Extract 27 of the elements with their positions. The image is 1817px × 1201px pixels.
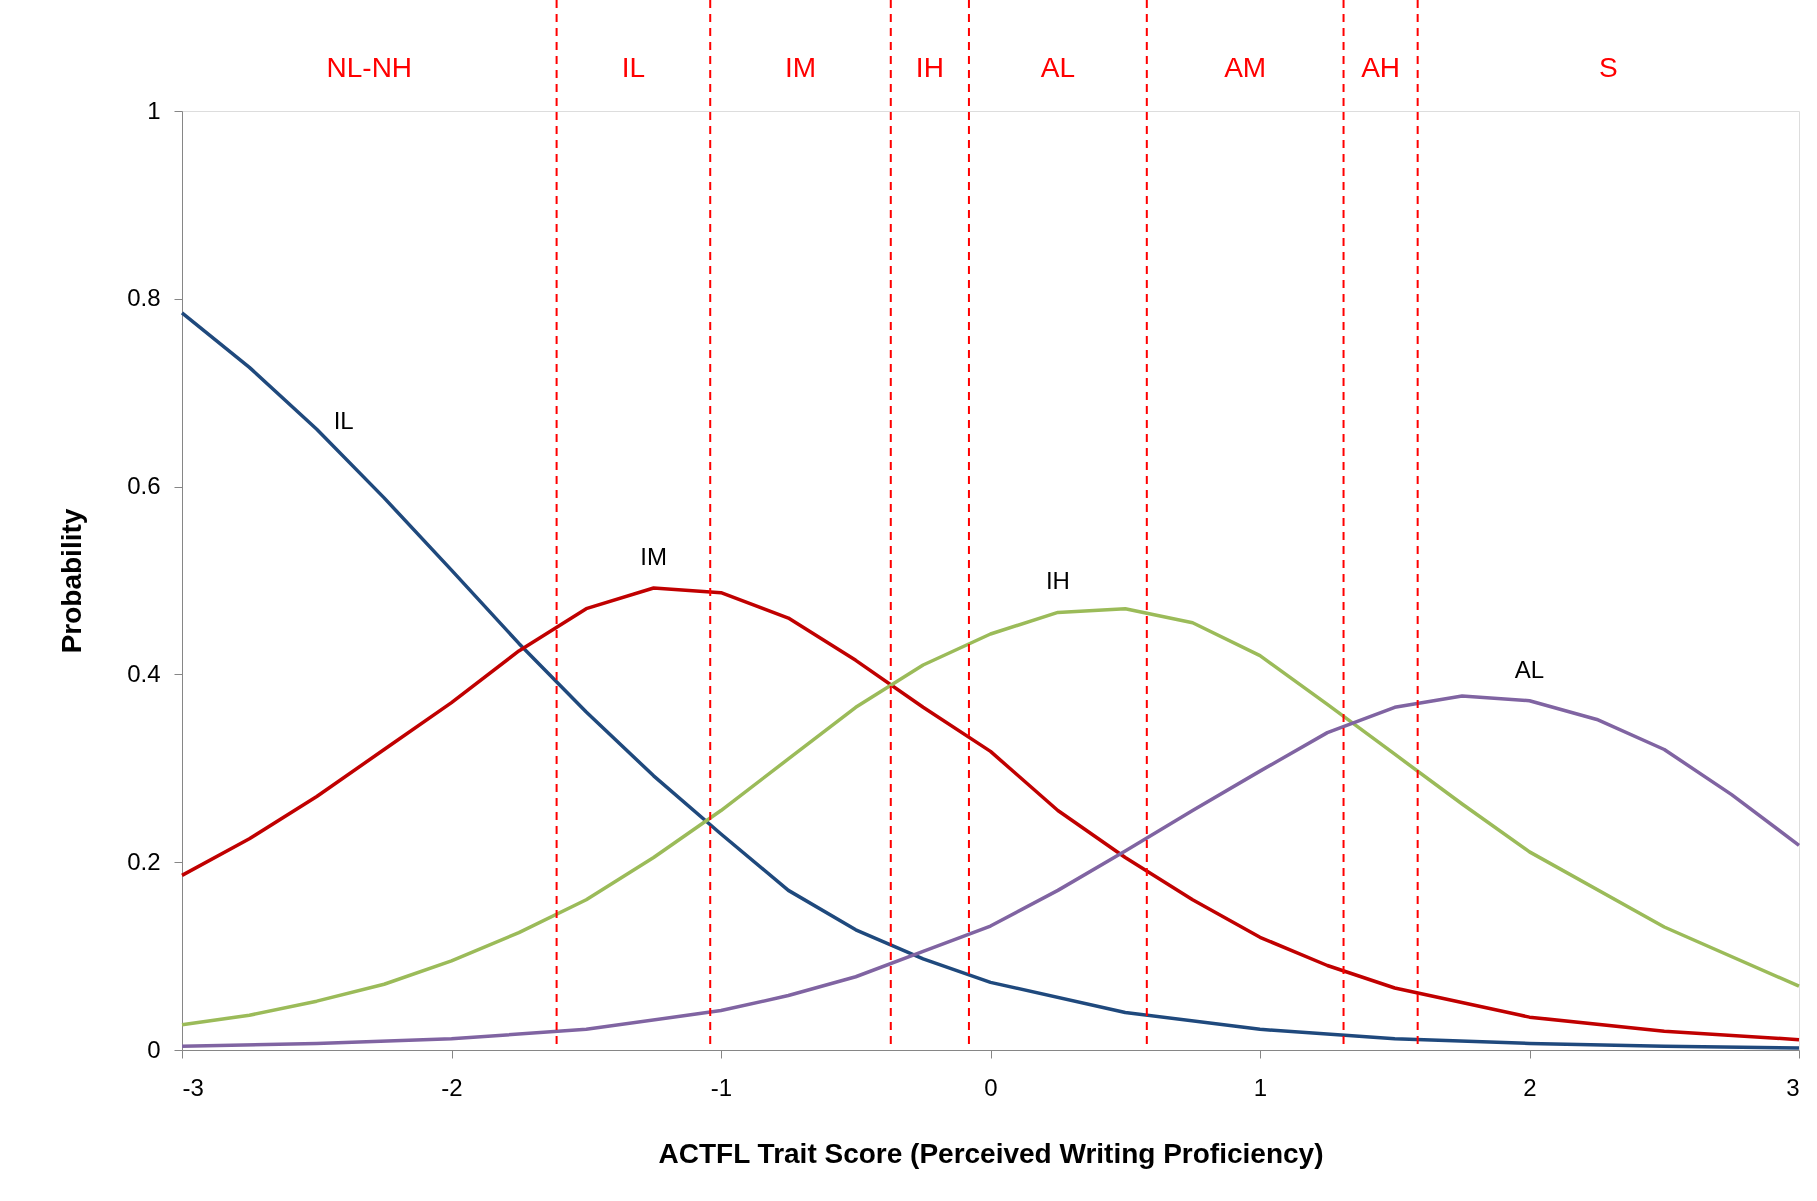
text: S	[1598, 52, 1618, 83]
x-tick-label: 3	[1786, 1073, 1800, 1101]
y-tick-label: 0.6	[127, 472, 161, 500]
y-tick-label: 0	[147, 1035, 161, 1063]
y-tick-label: 0.8	[127, 284, 161, 312]
annotation: AL	[1514, 655, 1545, 683]
text: IL	[621, 52, 646, 83]
x-tick-label: 2	[1523, 1073, 1537, 1101]
text: IH	[915, 52, 944, 83]
y-tick-label: 0.4	[127, 659, 161, 687]
y-tick-label: 1	[147, 96, 161, 124]
y-axis-title: Probability	[56, 508, 88, 654]
text: AH	[1361, 52, 1401, 83]
text: AM	[1224, 52, 1267, 83]
x-tick-label: -3	[182, 1073, 204, 1101]
annotation: IL	[333, 406, 354, 434]
annotation: IM	[640, 543, 667, 571]
x-tick-label: 0	[984, 1073, 998, 1101]
annotation: IH	[1045, 567, 1070, 595]
text: NL-NH	[326, 52, 413, 83]
x-tick-label: -2	[441, 1073, 463, 1101]
x-tick-label: 1	[1253, 1073, 1268, 1101]
x-axis-title: ACTFL Trait Score (Perceived Writing Proficiency)	[658, 1137, 1324, 1169]
text: IM	[784, 52, 817, 83]
text: AL	[1040, 52, 1075, 83]
y-tick-label: 0.2	[127, 847, 161, 875]
x-tick-label: -1	[710, 1073, 733, 1101]
